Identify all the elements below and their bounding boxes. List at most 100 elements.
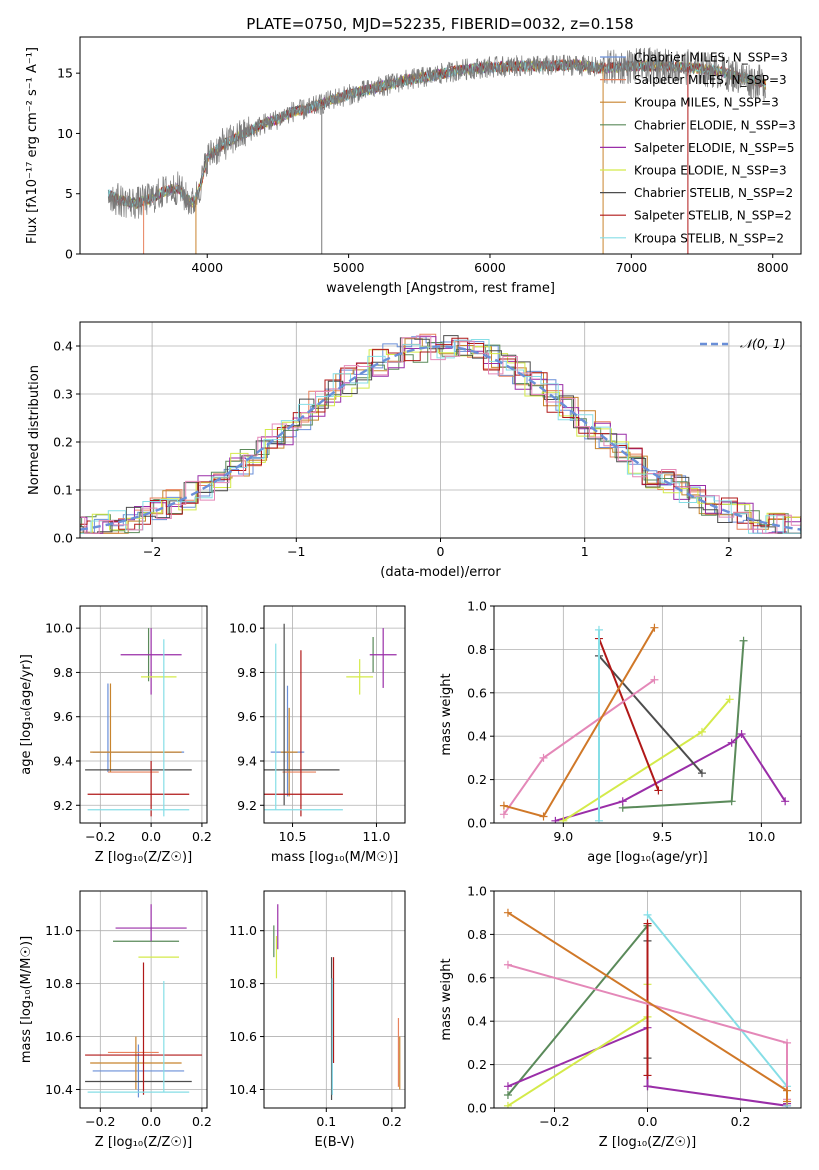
ebv-mass-plot-area: 0.1 0.2 10.4 10.6 10.8 11.0 E(B-V) [229, 890, 406, 1150]
x-tick-label: 6000 [474, 260, 506, 275]
y-tick-label: 10.8 [45, 976, 73, 991]
plot-clip [499, 623, 790, 823]
weight-marker [697, 727, 706, 736]
histogram-step [80, 346, 801, 534]
x-tick-label: 9.5 [652, 829, 672, 844]
x-tick-label: 2 [725, 544, 733, 559]
y-tick-label: 9.6 [237, 709, 257, 724]
x-tick-label: −0.2 [85, 829, 115, 844]
z-age-plot-area: −0.2 0.0 0.2 9.2 9.4 9.6 9.8 10.0 Z [log₁₀(Z/Z☉)… [19, 605, 212, 865]
y-tick-label: 10 [57, 126, 73, 141]
weight-marker [499, 810, 508, 819]
x-tick-label: 0.2 [382, 1114, 402, 1129]
y-tick-label: 0.2 [467, 772, 487, 787]
y-tick-label: 10.6 [45, 1029, 73, 1044]
x-tick-label: 10.5 [279, 829, 307, 844]
weight-marker [783, 1086, 792, 1095]
axes-frame [263, 605, 406, 824]
legend-label: Kroupa ELODIE, N_SSP=3 [634, 164, 787, 178]
x-axis-label: Z [log₁₀(Z/Z☉)] [95, 1135, 192, 1150]
plot-clip [80, 333, 801, 534]
y-tick-label: 10.6 [229, 1029, 257, 1044]
spectrum-legend: Chabrier MILES, N_SSP=3 Salpeter MILES, N… [600, 51, 796, 245]
y-tick-label: 9.8 [237, 665, 257, 680]
x-tick-label: 0.0 [638, 1114, 658, 1129]
y-tick-label: 10.4 [45, 1082, 73, 1097]
x-tick-label: 9.0 [553, 829, 573, 844]
axes-frame [493, 605, 802, 824]
y-tick-label: 0.4 [53, 339, 73, 354]
x-tick-label: 1 [581, 544, 589, 559]
legend-label: Chabrier STELIB, N_SSP=2 [634, 186, 793, 200]
weight-marker [503, 1090, 512, 1099]
x-tick-label: 5000 [333, 260, 365, 275]
mass-age-plot-area: 10.5 11.0 9.2 9.4 9.6 9.8 10.0 mass [log₁₀(M/M☉… [229, 605, 406, 865]
weight-marker [643, 1071, 652, 1080]
y-axis-label: age [log₁₀(age/yr)] [19, 654, 34, 775]
weight-marker [503, 908, 512, 917]
y-tick-label: 0.3 [53, 387, 73, 402]
weight-marker [643, 1082, 652, 1091]
x-axis-label: mass [log₁₀(M/M☉)] [271, 850, 398, 865]
y-tick-label: 9.4 [53, 754, 73, 769]
y-tick-label: 9.4 [237, 754, 257, 769]
z-mass-panel: −0.2 0.0 0.2 10.4 10.6 10.8 11.0 Z [log₁₀(Z/Z☉)… [19, 890, 212, 1150]
legend-label: 𝒩(0, 1) [740, 336, 786, 351]
x-axis-label: (data-model)/error [380, 565, 501, 580]
y-tick-label: 0.8 [467, 642, 487, 657]
weight-marker [739, 636, 748, 645]
weight-line [555, 732, 787, 822]
y-tick-label: 0.4 [467, 729, 487, 744]
weight-marker [783, 1038, 792, 1047]
residual-plot-area: −2 −1 0 1 2 0.0 0.1 0.2 0.3 0.4 (data-model)/error… [27, 321, 802, 580]
y-tick-label: 10.4 [229, 1082, 257, 1097]
plot-clip [503, 908, 792, 1108]
axes-frame [79, 36, 802, 255]
normal-curve [80, 345, 801, 531]
x-tick-label: −0.2 [85, 1114, 115, 1129]
x-axis-label: E(B-V) [314, 1135, 354, 1150]
weight-marker [737, 730, 746, 739]
weight-marker [650, 675, 659, 684]
weight-marker [551, 816, 560, 823]
weight-marker [503, 1101, 512, 1108]
plot-clip [85, 904, 202, 1098]
x-tick-label: 0.0 [141, 829, 161, 844]
weight-marker [781, 797, 790, 806]
weight-age-panel: 9.0 9.5 10.0 0.0 0.2 0.4 0.6 0.8 1.0 age [log₁₀(a… [439, 599, 802, 865]
weight-marker [503, 1082, 512, 1091]
axes-frame [79, 321, 802, 539]
weight-age-plot-area: 9.0 9.5 10.0 0.0 0.2 0.4 0.6 0.8 1.0 age [log₁₀(a… [439, 599, 802, 865]
plot-clip [107, 46, 767, 254]
weight-marker [618, 797, 627, 806]
y-axis-label: mass [log₁₀(M/M☉)] [19, 936, 34, 1063]
x-tick-label: 0.2 [192, 1114, 212, 1129]
x-tick-label: 0.2 [192, 829, 212, 844]
weight-z-plot-area: −0.2 0.0 0.2 0.0 0.2 0.4 0.6 0.8 1.0 Z [log₁₀(Z/Z… [439, 884, 802, 1150]
weight-line [598, 638, 660, 791]
x-axis-label: Z [log₁₀(Z/Z☉)] [95, 850, 192, 865]
weight-marker [697, 769, 706, 778]
x-tick-label: 0.0 [141, 1114, 161, 1129]
x-tick-label: 4000 [191, 260, 223, 275]
z-mass-plot-area: −0.2 0.0 0.2 10.4 10.6 10.8 11.0 Z [log₁₀(Z/Z☉)… [19, 890, 212, 1150]
legend-label: Salpeter ELODIE, N_SSP=5 [634, 141, 795, 155]
x-tick-label: 7000 [615, 260, 647, 275]
y-tick-label: 0.4 [467, 1014, 487, 1029]
histogram-step [80, 342, 801, 534]
y-axis-label: mass weight [439, 673, 454, 755]
plot-clip [85, 628, 192, 817]
y-tick-label: 9.2 [237, 798, 257, 813]
weight-marker [594, 816, 603, 823]
y-tick-label: 0 [65, 247, 73, 262]
y-axis-label: Flux [fλ10⁻¹⁷ erg cm⁻² s⁻¹ A⁻¹] [25, 47, 40, 244]
weight-marker [559, 816, 568, 823]
y-tick-label: 15 [57, 66, 73, 81]
x-tick-label: 11.0 [363, 829, 391, 844]
axes-frame [493, 890, 802, 1109]
y-tick-label: 11.0 [229, 923, 257, 938]
figure-title: PLATE=0750, MJD=52235, FIBERID=0032, z=0… [246, 15, 633, 33]
x-tick-label: 8000 [757, 260, 789, 275]
y-tick-label: 0.0 [467, 816, 487, 831]
y-tick-label: 0.6 [467, 970, 487, 985]
